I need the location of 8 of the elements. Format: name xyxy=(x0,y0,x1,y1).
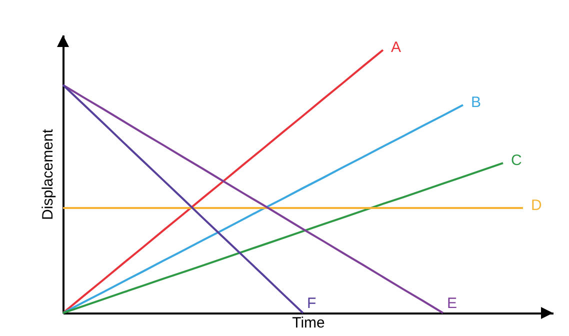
series-label: E xyxy=(447,295,458,312)
series-label: A xyxy=(391,38,402,56)
y-axis-title: Displacement xyxy=(40,128,56,220)
series-label: C xyxy=(511,152,522,170)
series-label: B xyxy=(471,94,482,111)
x-axis-title: Time xyxy=(292,314,325,332)
series-label: D xyxy=(531,197,542,214)
series-label: F xyxy=(307,295,316,312)
